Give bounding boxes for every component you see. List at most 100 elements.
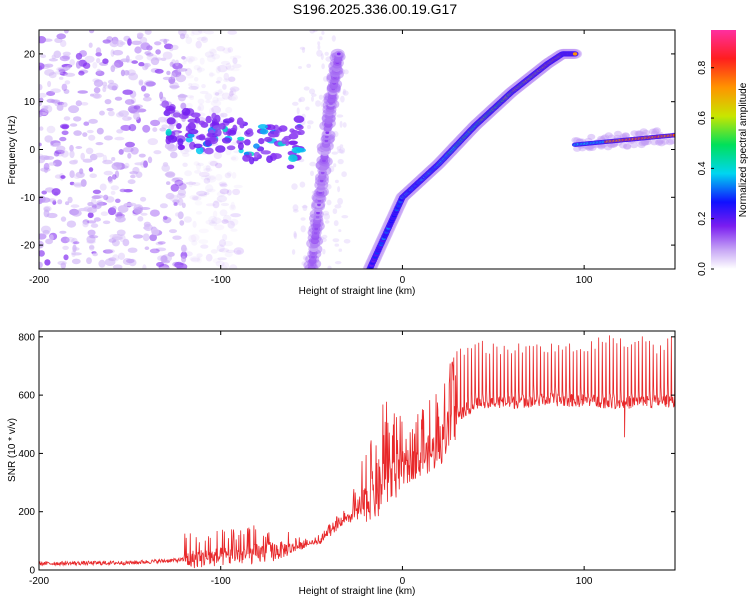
heatmap-noise-cell: [39, 233, 47, 240]
heatmap-noise-cell: [46, 212, 58, 219]
heatmap-noise-cell: [73, 130, 82, 136]
heatmap-steep-line-cell: [314, 227, 319, 231]
heatmap-low-track-cell: [193, 143, 203, 149]
heatmap-noise-cell: [230, 155, 239, 162]
heatmap-noise-cell: [205, 99, 211, 104]
heatmap-noise-cell: [80, 152, 85, 161]
heatmap-noise-cell: [212, 210, 218, 218]
heatmap-tone-cell: [623, 143, 631, 150]
heatmap-noise-cell: [82, 158, 93, 163]
heatmap-noise-cell: [102, 86, 107, 93]
heatmap-noise-cell: [159, 203, 168, 209]
heatmap-noise-cell: [69, 181, 75, 186]
heatmap-noise-cell: [92, 194, 104, 199]
heatmap-noise-cell: [208, 48, 217, 54]
heatmap-noise-cell: [169, 229, 177, 234]
heatmap-tone-cell: [650, 139, 659, 146]
heatmap-low-track-cell: [204, 147, 214, 155]
heatmap-noise-cell: [71, 250, 76, 258]
heatmap-noise-cell: [210, 48, 217, 57]
heatmap-noise-cell: [75, 100, 82, 107]
heatmap-noise-cell: [198, 103, 205, 112]
heatmap-noise-cell: [174, 212, 180, 217]
heatmap-noise-cell: [86, 235, 96, 244]
heatmap-noise-cell: [196, 256, 203, 264]
heatmap-noise-cell: [183, 216, 192, 223]
heatmap-noise-cell: [170, 151, 178, 159]
heatmap-noise-cell: [182, 162, 188, 167]
spectrogram-ytick-label: 10: [24, 97, 36, 108]
heatmap-noise-cell: [204, 174, 216, 181]
heatmap-tone-cell: [641, 139, 650, 146]
heatmap-noise-cell: [112, 264, 123, 269]
heatmap-noise-cell: [69, 144, 74, 152]
heatmap-noise-cell: [221, 219, 229, 224]
heatmap-noise-cell: [213, 90, 225, 97]
heatmap-noise-cell: [154, 41, 162, 46]
heatmap-steep-line-cell: [313, 231, 318, 235]
heatmap-noise-cell: [194, 200, 203, 206]
heatmap-noise-cell: [99, 110, 105, 116]
heatmap-noise-cell: [205, 253, 213, 262]
heatmap-low-track-cell: [196, 135, 206, 140]
heatmap-noise-cell: [181, 244, 187, 253]
heatmap-noise-cell: [63, 66, 70, 71]
heatmap-noise-cell: [341, 171, 347, 178]
heatmap-low-track-cell: [293, 115, 305, 123]
heatmap-noise-cell: [218, 181, 227, 186]
heatmap-noise-cell: [229, 204, 237, 211]
heatmap-noise-cell: [291, 249, 296, 255]
heatmap-noise-cell: [196, 67, 205, 72]
heatmap-tone-cell: [587, 133, 596, 140]
heatmap-noise-cell: [172, 235, 182, 240]
heatmap-noise-cell: [177, 189, 187, 196]
heatmap-noise-cell: [307, 124, 311, 130]
heatmap-noise-cell: [200, 244, 209, 249]
colorbar-gradient: [711, 30, 736, 269]
heatmap-noise-cell: [149, 209, 160, 217]
heatmap-noise-cell: [326, 199, 332, 206]
heatmap-noise-cell: [162, 215, 168, 220]
heatmap-noise-cell: [39, 36, 47, 44]
heatmap-steep-line-cell: [314, 223, 319, 227]
heatmap-noise-cell: [331, 151, 338, 155]
heatmap-noise-cell: [232, 55, 242, 59]
heatmap-noise-cell: [115, 198, 121, 203]
snr-xlabel: Height of straight line (km): [299, 586, 416, 597]
heatmap-noise-cell: [107, 207, 117, 216]
heatmap-noise-cell: [153, 150, 162, 155]
heatmap-noise-cell: [178, 30, 187, 36]
heatmap-tone-cell: [651, 128, 660, 135]
heatmap-noise-cell: [186, 181, 197, 185]
heatmap-noise-cell: [333, 220, 339, 227]
heatmap-noise-cell: [230, 67, 240, 72]
heatmap-noise-cell: [143, 160, 148, 168]
heatmap-low-track-cell: [278, 125, 288, 132]
heatmap-noise-cell: [199, 57, 205, 65]
heatmap-noise-cell: [102, 159, 113, 165]
heatmap-noise-cell: [41, 190, 47, 195]
heatmap-noise-cell: [86, 129, 94, 134]
heatmap-noise-cell: [222, 47, 232, 54]
heatmap-noise-cell: [126, 258, 135, 264]
heatmap-noise-cell: [112, 49, 124, 56]
heatmap-tone-cell: [643, 139, 652, 146]
heatmap-noise-cell: [93, 217, 101, 222]
heatmap-noise-cell: [124, 162, 130, 169]
heatmap-noise-cell: [47, 80, 52, 88]
heatmap-noise-cell: [197, 106, 202, 111]
heatmap-noise-cell: [324, 51, 329, 56]
spectrogram-xtick-label: 100: [576, 275, 593, 286]
heatmap-noise-cell: [127, 152, 132, 159]
heatmap-noise-cell: [182, 61, 187, 65]
heatmap-noise-cell: [198, 171, 210, 177]
heatmap-low-track-cell: [253, 143, 260, 149]
heatmap-noise-cell: [342, 88, 346, 95]
heatmap-noise-cell: [103, 194, 109, 201]
heatmap-noise-cell: [198, 228, 209, 234]
heatmap-tone-cell: [619, 142, 627, 149]
heatmap-noise-cell: [109, 40, 119, 48]
heatmap-low-track-cell: [198, 120, 205, 126]
spectrogram-ytick-label: -20: [21, 241, 36, 252]
heatmap-main-arc-cell: [572, 52, 578, 56]
